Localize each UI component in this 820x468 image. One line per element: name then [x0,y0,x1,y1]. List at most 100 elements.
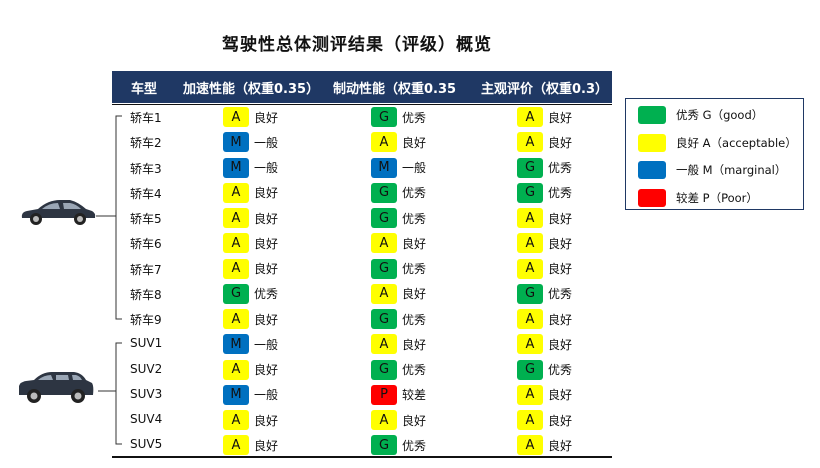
grade-badge: A [223,359,249,380]
grade-badge: A [223,182,249,203]
table-row: 轿车5 A 良好 G 优秀 A 良好 [112,206,612,231]
model-name: 轿车3 [130,161,162,176]
brake-rating-cell: A 良好 [371,132,427,153]
grade-badge: A [371,132,397,153]
grade-label: 良好 [548,312,573,327]
grade-label: 良好 [402,135,427,150]
accel-rating-cell: A 良好 [223,258,279,279]
grade-label: 一般 [254,161,279,175]
brake-rating-cell: G 优秀 [371,208,426,228]
grade-label: 良好 [402,287,427,302]
grade-badge: A [517,309,543,329]
grade-label: 优秀 [402,186,427,201]
model-name: 轿车4 [130,186,162,201]
group-brackets [96,115,122,445]
legend-item: 良好 A（acceptable） [638,133,797,153]
grade-label: 良好 [254,363,279,377]
accel-rating-cell: A 良好 [223,309,278,329]
grade-badge: A [517,334,543,355]
grade-label: 优秀 [548,161,573,175]
grade-label: 优秀 [548,287,573,302]
grade-badge: G [371,359,397,380]
grade-badge: A [517,384,543,405]
grade-badge: M [223,157,249,178]
grade-badge: M [223,384,249,405]
legend-item: 一般 M（marginal） [638,160,786,180]
grade-label: 优秀 [402,110,427,125]
grade-badge: G [371,309,397,329]
brake-rating-cell: A 良好 [371,283,427,304]
grade-badge: G [517,157,543,178]
grade-badge: A [371,334,397,355]
brake-rating-cell: G 优秀 [371,258,426,279]
table-row: 轿车7 A 良好 G 优秀 A 良好 [112,257,612,282]
brake-rating-cell: A 良好 [371,233,426,254]
table-header: 车型 加速性能（权重0.35） 制动性能（权重0.35 主观评价（权重0.3） [112,71,612,103]
table-row: 轿车9 A 良好 G 优秀 A 良好 [112,307,612,332]
grade-label: 良好 [402,413,427,428]
accel-rating-cell: A 良好 [223,107,278,127]
model-name: 轿车6 [130,237,162,252]
grade-badge: A [371,410,397,430]
legend-text: 较差 P（Poor） [676,190,758,205]
brake-rating-cell: A 良好 [371,334,427,355]
suv-bracket [115,342,122,445]
grade-label: 良好 [548,110,573,125]
grade-badge: A [517,132,543,153]
subjective-rating-cell: A 良好 [517,334,573,355]
subjective-rating-cell: A 良好 [517,410,572,430]
grade-label: 良好 [254,413,279,428]
grade-label: 良好 [548,388,573,403]
grade-badge: A [223,309,249,329]
legend-item: 优秀 G（good） [638,105,763,125]
grade-label: 良好 [548,262,573,276]
subjective-rating-cell: A 良好 [517,258,573,279]
grade-badge: G [371,107,397,127]
grade-label: 良好 [548,211,573,226]
grade-badge: G [223,283,249,304]
grade-label: 良好 [254,211,279,226]
header-subjective: 主观评价（权重0.3） [481,81,609,97]
accel-rating-cell: A 良好 [223,410,278,430]
grade-label: 良好 [548,337,573,352]
grade-badge: G [517,359,543,380]
model-name: SUV4 [130,412,163,426]
grade-label: 优秀 [548,186,573,201]
subjective-rating-cell: A 良好 [517,384,573,405]
table-row: SUV5 A 良好 G 优秀 A 良好 [112,433,612,458]
grade-badge: A [223,435,249,456]
grade-badge: A [517,258,543,279]
grade-badge: G [371,258,397,279]
grade-label: 一般 [402,161,427,175]
subjective-rating-cell: G 优秀 [517,283,573,304]
grade-badge: A [517,233,543,254]
grade-label: 优秀 [254,287,279,302]
grade-badge: A [223,258,249,279]
grade-label: 良好 [254,262,279,276]
grade-badge: A [517,208,543,228]
accel-rating-cell: M 一般 [223,132,278,153]
grade-badge: A [223,107,249,127]
legend-swatch [638,188,666,207]
header-accel: 加速性能（权重0.35） [183,81,320,97]
brake-rating-cell: G 优秀 [371,435,426,456]
grade-label: 良好 [548,438,573,453]
grade-badge: A [371,283,397,304]
grade-badge: G [371,208,397,228]
grade-label: 优秀 [402,211,427,226]
table-row: 轿车3 M 一般 M 一般 G 优秀 [112,156,612,181]
model-name: 轿车2 [130,136,162,151]
table-row: 轿车1 A 良好 G 优秀 A 良好 [112,105,612,130]
legend-text: 良好 A（acceptable） [676,135,797,150]
table-row: SUV4 A 良好 A 良好 A 良好 [112,408,612,433]
brake-rating-cell: M 一般 [371,157,427,178]
grade-label: 良好 [402,337,427,352]
table-row: SUV1 M 一般 A 良好 A 良好 [112,332,612,357]
model-name: 轿车7 [130,262,162,277]
subjective-rating-cell: G 优秀 [517,182,573,203]
grade-badge: M [371,157,397,178]
grade-badge: M [223,132,249,153]
legend-item: 较差 P（Poor） [638,188,758,208]
grade-badge: P [371,384,397,405]
brake-rating-cell: G 优秀 [371,107,426,127]
